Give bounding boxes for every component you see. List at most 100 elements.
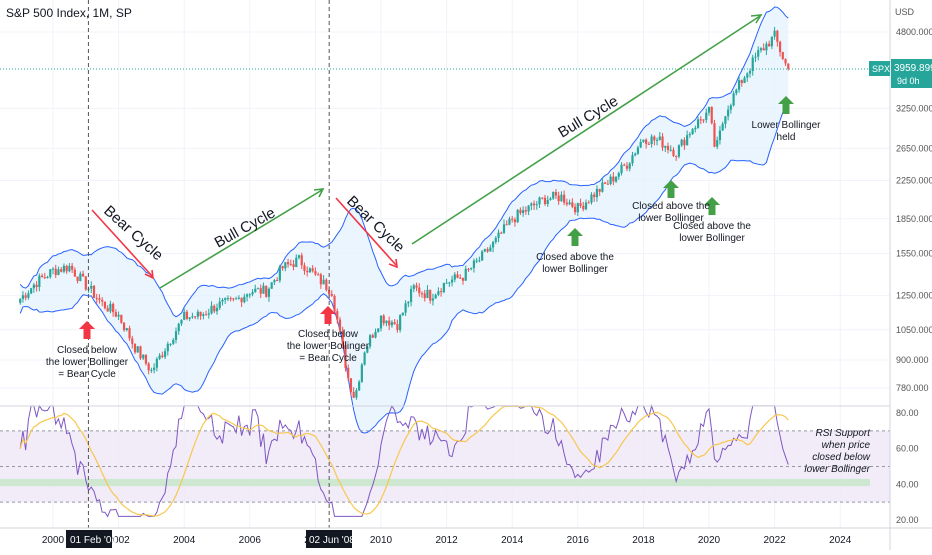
candle-body (101, 299, 104, 302)
candle-body (393, 322, 396, 325)
candle-body (30, 288, 33, 294)
candle-body (481, 251, 484, 261)
red-arrow-2008 (320, 306, 336, 324)
candle-body (598, 188, 601, 192)
candle-body (721, 123, 724, 131)
candle-body (232, 298, 235, 300)
candle-body (259, 288, 262, 294)
candle-body (289, 264, 292, 266)
candle-body (565, 202, 568, 205)
candle-body (243, 296, 246, 303)
candle-body (552, 192, 555, 199)
candle-body (612, 176, 615, 182)
candle-body (213, 305, 216, 312)
candle-body (240, 297, 243, 303)
candle-body (27, 293, 30, 298)
note-red-1-line2: the lower Bollinger (46, 357, 129, 368)
candle-body (426, 289, 429, 299)
candle-body (71, 265, 74, 270)
candle-body (582, 205, 585, 210)
candle-body (516, 209, 519, 223)
candle-body (448, 282, 451, 284)
time-tick-label: 2016 (567, 535, 590, 546)
candle-body (122, 322, 126, 331)
candle-body (273, 280, 276, 283)
candle-body (688, 134, 691, 136)
candle-body (429, 289, 432, 301)
candle-body (757, 50, 760, 57)
candle-body (355, 390, 358, 398)
candle-body (617, 173, 620, 177)
candle-body (270, 282, 273, 289)
candle-body (535, 204, 538, 206)
note-red-2-line1: Closed below (298, 329, 359, 340)
candle-body (538, 197, 541, 205)
candle-body (371, 335, 374, 338)
candle-body (262, 285, 265, 294)
candle-body (120, 314, 123, 323)
candle-body (707, 106, 711, 113)
candle-body (532, 203, 536, 206)
candle-body (109, 303, 112, 312)
candle-body (423, 293, 426, 299)
candle-body (732, 93, 735, 106)
green-arrow-2022 (778, 96, 794, 114)
candle-body (117, 314, 120, 317)
candle-body (322, 279, 325, 285)
candle-body (35, 284, 38, 287)
symbol-badge[interactable] (869, 61, 890, 76)
candle-body (281, 266, 284, 269)
candle-body (177, 323, 180, 332)
price-tick-label: 2250.000 (896, 175, 932, 185)
note-green-2020-line2: lower Bollinger (679, 233, 745, 244)
candle-body (590, 194, 593, 203)
candle-body (256, 288, 260, 290)
candle-body (360, 364, 363, 382)
candle-body (576, 203, 579, 213)
candle-body (718, 130, 722, 141)
candle-body (705, 112, 708, 120)
candle-body (584, 202, 588, 210)
candle-body (409, 288, 413, 302)
bollinger-upper (19, 6, 789, 318)
candle-body (724, 116, 727, 124)
rsi-tick-label: 20.00 (896, 515, 919, 525)
candle-body (248, 294, 251, 296)
time-tick-label: 2022 (763, 535, 786, 546)
note-green-2022-line2: held (777, 132, 796, 143)
candle-body (557, 195, 560, 202)
candle-body (166, 343, 169, 352)
time-marker-label-2001: 01 Feb '01 (70, 535, 117, 546)
rsi-line (19, 404, 789, 518)
candle-body (139, 346, 142, 359)
candle-body (276, 280, 279, 282)
candle-body (737, 80, 741, 90)
price-axis-ticks: 4800.000 3250.000 2650.000 2250.000 1850.000… (896, 27, 932, 393)
candle-body (344, 345, 347, 368)
candle-body (694, 127, 697, 130)
candle-body (377, 328, 380, 332)
bull-arrowhead-1 (313, 188, 325, 198)
chart-title: S&P 500 Index, 1M, SP (6, 6, 132, 20)
currency-label: USD (895, 7, 915, 17)
time-tick-label: 2004 (173, 535, 196, 546)
candle-body (784, 59, 787, 64)
candle-body (84, 276, 87, 290)
candle-body (696, 119, 700, 128)
candle-body (486, 249, 489, 252)
candle-body (341, 330, 344, 346)
candle-body (735, 89, 738, 94)
candle-body (713, 123, 716, 147)
candle-body (106, 308, 109, 312)
candle-body (204, 314, 208, 316)
candle-body (185, 311, 189, 319)
candle-body (472, 260, 476, 269)
candle-body (541, 197, 544, 199)
candle-body (382, 315, 385, 324)
candle-body (43, 277, 46, 279)
candle-body (196, 311, 199, 317)
rsi-tick-label: 40.00 (896, 479, 919, 489)
candle-body (237, 297, 240, 299)
